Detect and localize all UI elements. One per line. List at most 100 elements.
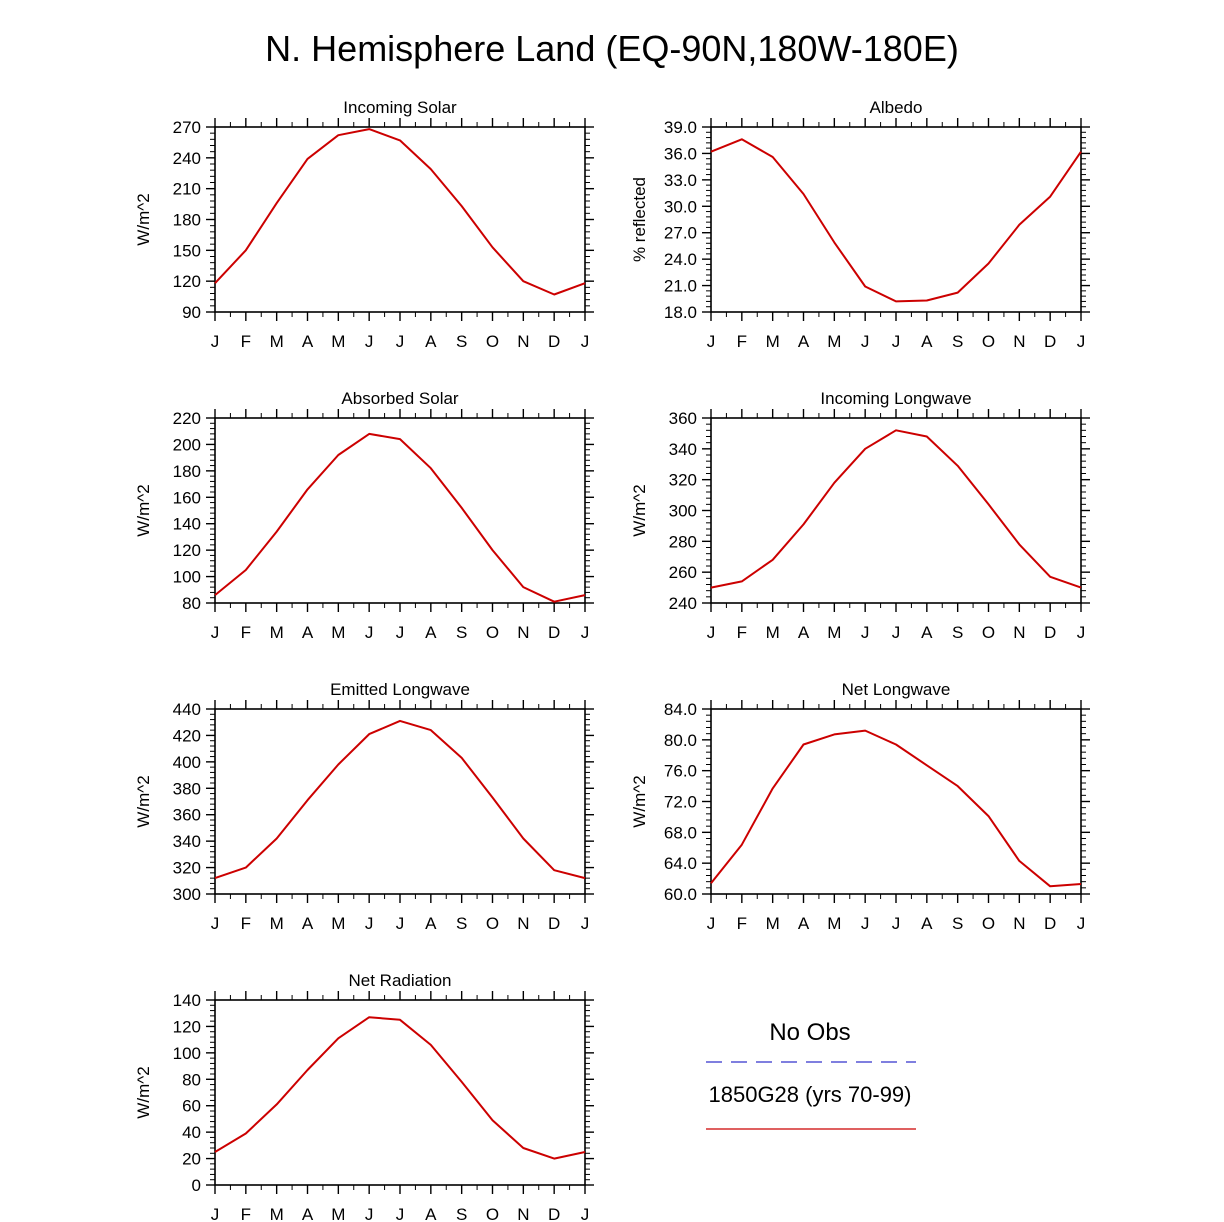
y-tick-label: 27.0 [664, 224, 697, 243]
x-tick-label: A [798, 332, 810, 351]
x-tick-label: A [921, 914, 933, 933]
x-tick-label: D [1044, 332, 1056, 351]
legend-model-label: 1850G28 (yrs 70-99) [709, 1082, 912, 1107]
y-tick-label: 180 [173, 462, 201, 481]
y-tick-label: 340 [669, 440, 697, 459]
x-tick-label: M [331, 914, 345, 933]
y-tick-label: 90 [182, 303, 201, 322]
y-tick-label: 120 [173, 272, 201, 291]
y-tick-label: 150 [173, 241, 201, 260]
y-tick-label: 140 [173, 991, 201, 1010]
x-tick-label: N [1013, 332, 1025, 351]
y-tick-label: 140 [173, 515, 201, 534]
series-line [214, 719, 586, 880]
x-tick-label: S [952, 332, 963, 351]
y-axis-label: W/m^2 [134, 193, 153, 245]
y-tick-label: 36.0 [664, 144, 697, 163]
x-tick-label: J [365, 914, 374, 933]
y-tick-label: 21.0 [664, 277, 697, 296]
x-tick-label: D [548, 623, 560, 642]
x-tick-label: N [1013, 914, 1025, 933]
y-tick-label: 270 [173, 118, 201, 137]
x-tick-label: J [396, 914, 405, 933]
y-tick-label: 120 [173, 1017, 201, 1036]
x-tick-label: D [548, 1205, 560, 1222]
y-tick-label: 60 [182, 1097, 201, 1116]
x-tick-label: S [456, 914, 467, 933]
x-tick-label: J [892, 914, 901, 933]
y-tick-label: 68.0 [664, 823, 697, 842]
x-tick-label: O [486, 623, 499, 642]
x-tick-label: A [302, 914, 314, 933]
y-tick-label: 200 [173, 435, 201, 454]
y-tick-label: 440 [173, 700, 201, 719]
y-tick-label: 84.0 [664, 700, 697, 719]
chart-title: Emitted Longwave [330, 680, 470, 699]
series-line [214, 432, 586, 603]
x-tick-label: M [827, 332, 841, 351]
series-line [710, 429, 1082, 589]
y-axis-label: W/m^2 [134, 1066, 153, 1118]
x-tick-label: F [737, 332, 747, 351]
y-tick-label: 76.0 [664, 762, 697, 781]
x-tick-label: F [241, 1205, 251, 1222]
x-tick-label: M [331, 332, 345, 351]
x-tick-label: S [456, 332, 467, 351]
chart-title: Absorbed Solar [341, 389, 459, 408]
y-tick-label: 72.0 [664, 793, 697, 812]
x-tick-label: J [581, 623, 590, 642]
y-tick-label: 100 [173, 568, 201, 587]
x-tick-label: J [396, 1205, 405, 1222]
x-tick-label: J [1077, 914, 1086, 933]
y-tick-label: 80 [182, 594, 201, 613]
x-tick-label: M [270, 1205, 284, 1222]
x-tick-label: F [241, 623, 251, 642]
x-tick-label: J [861, 332, 870, 351]
x-tick-label: M [766, 623, 780, 642]
y-tick-label: 80 [182, 1070, 201, 1089]
chart-title: Albedo [870, 98, 923, 117]
x-tick-label: A [921, 623, 933, 642]
y-tick-label: 420 [173, 726, 201, 745]
x-tick-label: F [241, 914, 251, 933]
y-tick-label: 24.0 [664, 250, 697, 269]
x-tick-label: F [737, 914, 747, 933]
x-tick-label: J [581, 1205, 590, 1222]
x-tick-label: J [1077, 623, 1086, 642]
y-tick-label: 320 [173, 859, 201, 878]
x-tick-label: M [827, 623, 841, 642]
x-tick-label: A [425, 914, 437, 933]
x-tick-label: M [331, 623, 345, 642]
y-tick-label: 18.0 [664, 303, 697, 322]
x-tick-label: J [707, 623, 716, 642]
x-tick-label: O [486, 1205, 499, 1222]
y-tick-label: 400 [173, 753, 201, 772]
x-tick-label: J [581, 332, 590, 351]
x-tick-label: J [211, 914, 220, 933]
x-tick-label: A [302, 1205, 314, 1222]
series-line [710, 138, 1082, 303]
y-tick-label: 0 [192, 1176, 201, 1195]
y-tick-label: 33.0 [664, 171, 697, 190]
y-tick-label: 64.0 [664, 854, 697, 873]
y-tick-label: 160 [173, 488, 201, 507]
series-line [214, 128, 586, 296]
x-tick-label: N [517, 332, 529, 351]
y-tick-label: 240 [669, 594, 697, 613]
y-tick-label: 60.0 [664, 885, 697, 904]
x-tick-label: N [517, 1205, 529, 1222]
x-tick-label: M [827, 914, 841, 933]
x-tick-label: J [365, 332, 374, 351]
x-tick-label: M [270, 914, 284, 933]
x-tick-label: A [425, 1205, 437, 1222]
y-tick-label: 300 [669, 502, 697, 521]
y-tick-label: 340 [173, 832, 201, 851]
x-tick-label: J [861, 623, 870, 642]
chart-title: Incoming Solar [343, 98, 457, 117]
x-tick-label: J [892, 623, 901, 642]
y-axis-label: W/m^2 [630, 775, 649, 827]
